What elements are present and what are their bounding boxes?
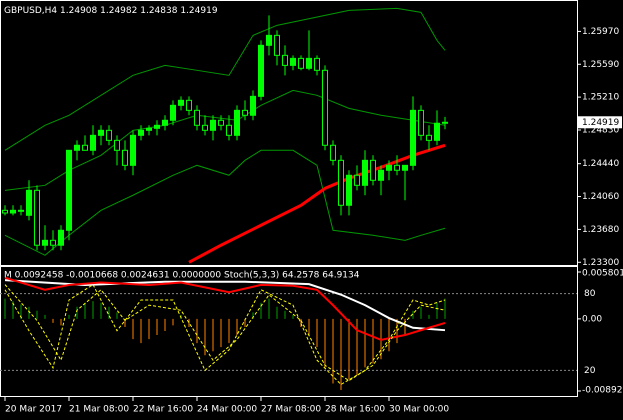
x-tick-label: 22 Mar 16:00 — [133, 405, 193, 415]
candle-body — [322, 69, 328, 146]
indicator-frame — [0, 266, 578, 397]
candle-body — [434, 122, 440, 141]
open-value: 1.24908 — [60, 6, 97, 16]
candle-body — [74, 144, 80, 151]
axes: 1.25970 1.25590 1.25210 1.24830 1.24440 1.240… — [4, 27, 623, 415]
line-series — [4, 149, 446, 256]
candle-body — [186, 99, 192, 111]
candle-body — [218, 119, 224, 126]
y-tick-label: 1.25210 — [582, 93, 619, 103]
candle-body — [34, 189, 40, 246]
candle-body — [106, 129, 112, 141]
candle-body — [258, 44, 264, 97]
candle-body — [98, 129, 104, 136]
line-series — [4, 7, 446, 151]
candle-body — [66, 149, 72, 231]
x-tick-label: 27 Mar 08:00 — [261, 405, 321, 415]
candle-body — [330, 144, 336, 161]
x-tick-label: 28 Mar 16:00 — [325, 405, 385, 415]
candle-body — [130, 134, 136, 166]
candle-body — [290, 57, 296, 66]
candle-body — [82, 144, 88, 151]
candle-body — [346, 174, 352, 206]
candle-body — [306, 57, 312, 69]
y-tick-label: 1.23300 — [582, 258, 619, 268]
candle-body — [122, 149, 128, 166]
x-tick-label: 30 Mar 00:00 — [389, 405, 449, 415]
symbol: GBPUSD,H4 — [4, 6, 57, 16]
candle-body — [146, 127, 152, 131]
indicator-title: M 0.0092458 -0.0010668 0.0024631 0.00000… — [4, 271, 360, 281]
y-tick-label: 1.24060 — [582, 192, 619, 202]
candle-body — [26, 189, 32, 216]
y-tick-label: 1.24830 — [582, 125, 619, 135]
y-tick-label: 0.005801 — [582, 269, 623, 279]
candle-body — [234, 109, 240, 136]
y-tick-label: 1.25970 — [582, 27, 619, 37]
candle-body — [242, 109, 248, 116]
candle-body — [362, 159, 368, 186]
y2-tick-label: 80 — [584, 289, 596, 299]
y2-tick-label: 20 — [584, 366, 596, 376]
candle-body — [90, 134, 96, 151]
candle-body — [50, 239, 56, 246]
x-tick-label: 20 Mar 2017 — [5, 405, 62, 415]
x-tick-label: 24 Mar 00:00 — [197, 405, 257, 415]
candle-body — [410, 109, 416, 166]
candle-body — [10, 209, 16, 214]
candle-body — [210, 119, 216, 131]
high-value: 1.24982 — [100, 6, 137, 16]
candle-body — [282, 54, 288, 66]
close-value: 1.24919 — [180, 6, 217, 16]
y-tick-label: 1.25590 — [582, 60, 619, 70]
indicator-plot — [0, 276, 577, 390]
candle-body — [442, 121, 448, 124]
line-series — [4, 283, 446, 386]
candle-body — [274, 34, 280, 56]
y-tick-label: 1.23680 — [582, 225, 619, 235]
price-label: 1.24919 — [582, 118, 619, 128]
candle-body — [354, 174, 360, 186]
candle-body — [250, 95, 256, 116]
candle-body — [194, 109, 200, 126]
line-series — [4, 276, 446, 341]
candle-body — [338, 159, 344, 206]
candle-body — [202, 124, 208, 131]
y-tick-label: -0.008926 — [582, 386, 623, 396]
candle-body — [426, 134, 432, 141]
candle-body — [154, 124, 160, 129]
candle-body — [178, 99, 184, 106]
candle-body — [58, 229, 64, 246]
candle-body — [386, 164, 392, 171]
candle-body — [162, 119, 168, 126]
price-frame — [0, 0, 578, 266]
candle-body — [370, 159, 376, 181]
price-label-box — [578, 116, 622, 129]
candle-body — [2, 209, 8, 214]
candle-body — [18, 209, 24, 212]
candle-body — [378, 169, 384, 181]
line-series — [188, 143, 446, 264]
candle-body — [226, 124, 232, 136]
candle-body — [170, 104, 176, 121]
candle-body — [314, 57, 320, 71]
candle-body — [402, 164, 408, 171]
header: GBPUSD,H4 1.24908 1.24982 1.24838 1.2491… — [4, 6, 218, 16]
x-tick-label: 21 Mar 08:00 — [69, 405, 129, 415]
y-tick-label: 1.24440 — [582, 159, 619, 169]
candle-body — [298, 57, 304, 69]
candle-body — [418, 109, 424, 136]
candle-body — [266, 34, 272, 46]
price-plot — [2, 7, 448, 264]
candle-body — [394, 164, 400, 171]
y-tick-label: 0.00 — [582, 314, 602, 324]
low-value: 1.24838 — [140, 6, 177, 16]
candle-body — [138, 129, 144, 136]
candle-body — [42, 239, 48, 246]
candle-body — [114, 139, 120, 151]
